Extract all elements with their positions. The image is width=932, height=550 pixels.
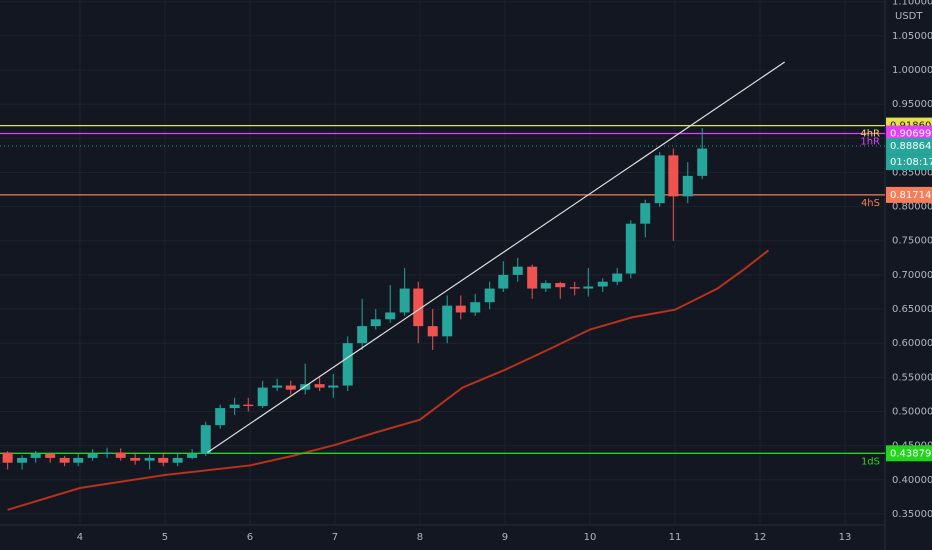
candle-body bbox=[59, 457, 70, 463]
candle-body bbox=[385, 312, 396, 320]
candle-body bbox=[697, 148, 708, 176]
y-tick-label: 1.05000 bbox=[892, 31, 932, 42]
y-tick-label: 1.00000 bbox=[892, 65, 932, 76]
level-tag: 1dS bbox=[861, 456, 880, 467]
candle-body bbox=[314, 384, 325, 388]
moving-average bbox=[7, 249, 770, 511]
y-tick-label: 0.80000 bbox=[892, 202, 932, 213]
candle-body bbox=[328, 385, 339, 388]
y-unit: USDT bbox=[895, 11, 923, 22]
x-tick-label: 8 bbox=[417, 532, 423, 543]
y-tick-label: 0.35000 bbox=[892, 509, 932, 520]
candle-body bbox=[87, 453, 98, 458]
plot-area bbox=[0, 0, 885, 525]
candle-body bbox=[540, 283, 551, 289]
candle-body bbox=[187, 453, 198, 458]
y-tick-label: 1.10000 bbox=[892, 0, 932, 8]
candle-body bbox=[144, 457, 155, 461]
x-tick-label: 12 bbox=[754, 532, 767, 543]
countdown: 01:08:17 bbox=[890, 157, 932, 168]
countdown-box bbox=[886, 154, 932, 171]
x-tick-label: 6 bbox=[247, 532, 253, 543]
x-tick-label: 11 bbox=[669, 532, 682, 543]
level-tag: 4hR bbox=[860, 129, 880, 140]
price-box bbox=[886, 445, 932, 462]
candle-body bbox=[357, 326, 368, 344]
candle-body bbox=[200, 425, 211, 454]
candle-body bbox=[2, 452, 13, 463]
candle-body bbox=[17, 457, 28, 463]
candle-body bbox=[569, 287, 580, 289]
price-label: 0.81714 bbox=[890, 190, 931, 201]
candle-body bbox=[455, 305, 466, 313]
candle-body bbox=[102, 452, 113, 454]
x-tick-label: 7 bbox=[332, 532, 338, 543]
candle-body bbox=[442, 305, 453, 337]
candle-body bbox=[115, 452, 126, 458]
x-tick-label: 10 bbox=[584, 532, 597, 543]
candle-body bbox=[625, 223, 636, 274]
candle-body bbox=[342, 343, 353, 386]
candle-body bbox=[30, 453, 41, 458]
candle-body bbox=[45, 453, 56, 458]
price-label: 0.43879 bbox=[890, 448, 931, 459]
candle-body bbox=[272, 385, 283, 388]
candle-body bbox=[654, 155, 665, 204]
level-tag: 4hS bbox=[861, 198, 880, 209]
candle-body bbox=[512, 266, 523, 275]
candle-body bbox=[130, 457, 141, 461]
y-tick-label: 0.40000 bbox=[892, 475, 932, 486]
candle-body bbox=[640, 203, 651, 224]
candle-body bbox=[285, 385, 296, 390]
candle-body bbox=[413, 288, 424, 327]
candle-body bbox=[172, 457, 183, 463]
candle-body bbox=[470, 302, 481, 313]
candle-body bbox=[243, 404, 254, 407]
candle-body bbox=[229, 404, 240, 409]
candle-body bbox=[668, 155, 679, 197]
candle-body bbox=[215, 408, 226, 426]
candle-body bbox=[498, 274, 509, 289]
x-tick-label: 13 bbox=[839, 532, 852, 543]
price-box bbox=[886, 138, 932, 155]
candle-body bbox=[555, 283, 566, 288]
candle-body bbox=[484, 288, 495, 303]
y-tick-label: 0.85000 bbox=[892, 167, 932, 178]
y-tick-label: 0.65000 bbox=[892, 304, 932, 315]
candle-body bbox=[370, 319, 381, 327]
candle-body bbox=[612, 273, 623, 282]
y-tick-label: 0.70000 bbox=[892, 270, 932, 281]
y-tick-label: 0.75000 bbox=[892, 236, 932, 247]
candle-body bbox=[597, 281, 608, 287]
trendline bbox=[207, 61, 786, 453]
candle-body bbox=[527, 266, 538, 289]
x-tick-label: 9 bbox=[502, 532, 508, 543]
x-tick-label: 4 bbox=[77, 532, 83, 543]
price-box bbox=[886, 125, 932, 142]
price-box bbox=[886, 186, 932, 203]
y-tick-label: 0.55000 bbox=[892, 372, 932, 383]
candle-body bbox=[257, 387, 268, 407]
candle-body bbox=[158, 457, 169, 463]
candle-body bbox=[399, 288, 410, 313]
price-label: 0.90699 bbox=[890, 129, 931, 140]
y-tick-label: 0.95000 bbox=[892, 99, 932, 110]
x-tick-label: 5 bbox=[162, 532, 168, 543]
candle-body bbox=[682, 175, 693, 197]
candle-body bbox=[73, 457, 84, 463]
candle-body bbox=[583, 286, 594, 289]
price-label: 0.88864 bbox=[890, 141, 931, 152]
y-tick-label: 0.60000 bbox=[892, 338, 932, 349]
candle-body bbox=[427, 326, 438, 337]
y-tick-label: 0.50000 bbox=[892, 406, 932, 417]
level-tag: 1hR bbox=[860, 137, 880, 148]
